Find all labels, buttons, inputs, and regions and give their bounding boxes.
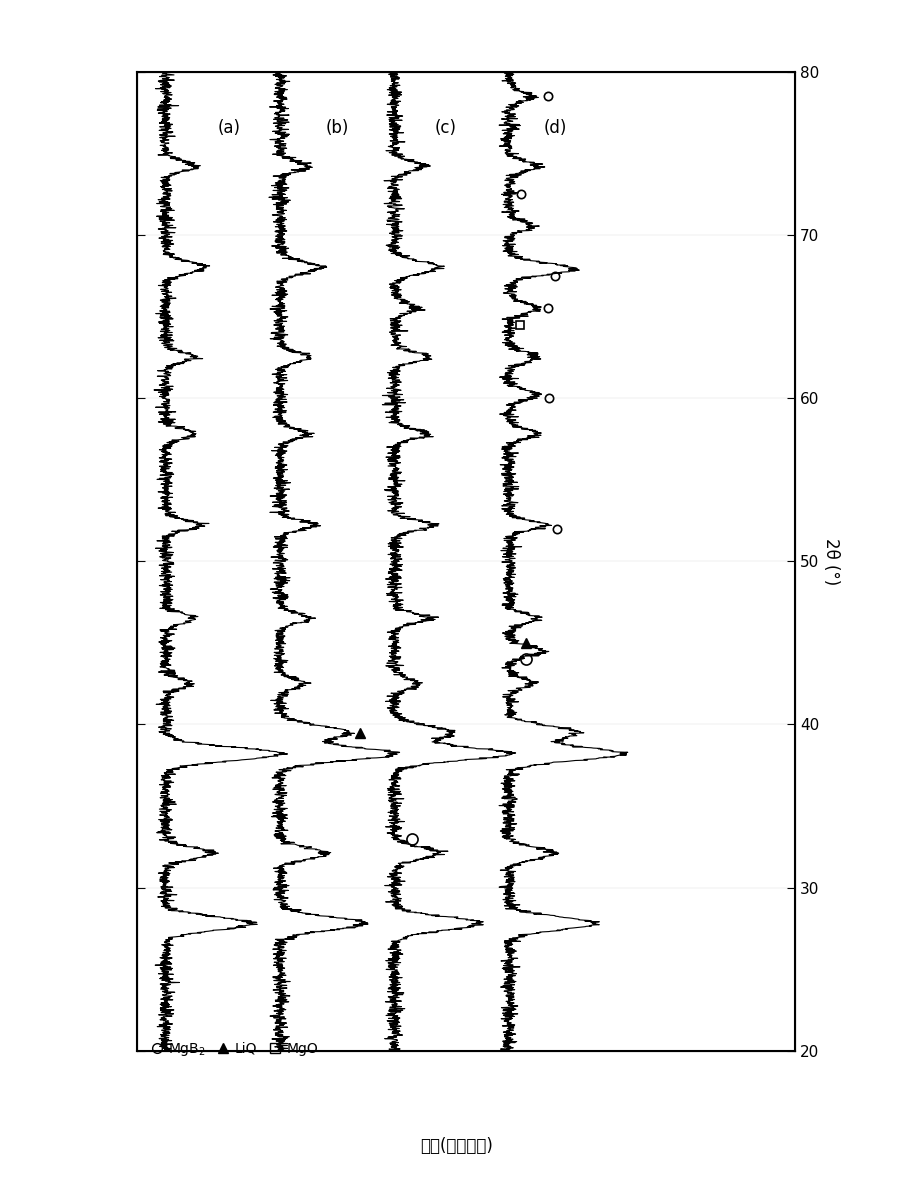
Text: (a): (a): [218, 119, 240, 137]
Text: (c): (c): [435, 119, 457, 137]
Y-axis label: 2θ (°): 2θ (°): [823, 537, 840, 585]
Legend: MgB$_2$, LiQ, MgO: MgB$_2$, LiQ, MgO: [144, 1035, 324, 1064]
Text: (b): (b): [325, 119, 349, 137]
Text: (d): (d): [543, 119, 567, 137]
Text: 强度(任意单位): 强度(任意单位): [420, 1137, 494, 1156]
